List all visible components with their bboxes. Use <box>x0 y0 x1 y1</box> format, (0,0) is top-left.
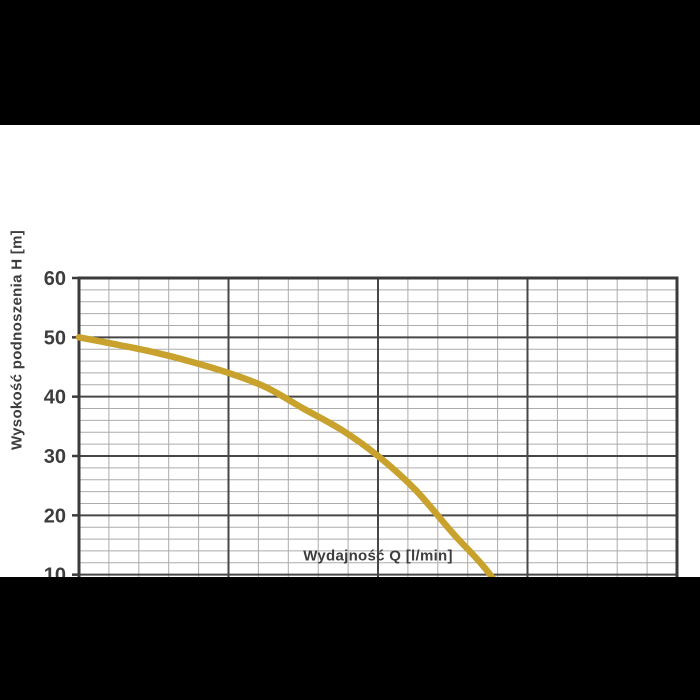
y-tick-label: 20 <box>44 505 66 527</box>
pump-head-curve-path <box>75 334 531 638</box>
major-gridlines <box>79 278 677 634</box>
y-tick-label: 60 <box>44 268 66 290</box>
y-axis-title: Wysokość podnoszenia H [m] <box>8 229 26 451</box>
pump-curve-chart: 0204060800102030405060 <box>44 268 688 669</box>
bottom-black-bar <box>0 577 700 700</box>
pump-head-curve <box>75 334 531 638</box>
y-tick-label: 50 <box>44 327 66 349</box>
x-axis-title: Wydajność Q [l/min] <box>303 547 453 565</box>
chart-area: 0204060800102030405060 <box>0 125 700 669</box>
y-tick-label: 40 <box>44 387 66 409</box>
top-black-bar <box>0 0 700 125</box>
y-tick-label: 30 <box>44 446 66 468</box>
